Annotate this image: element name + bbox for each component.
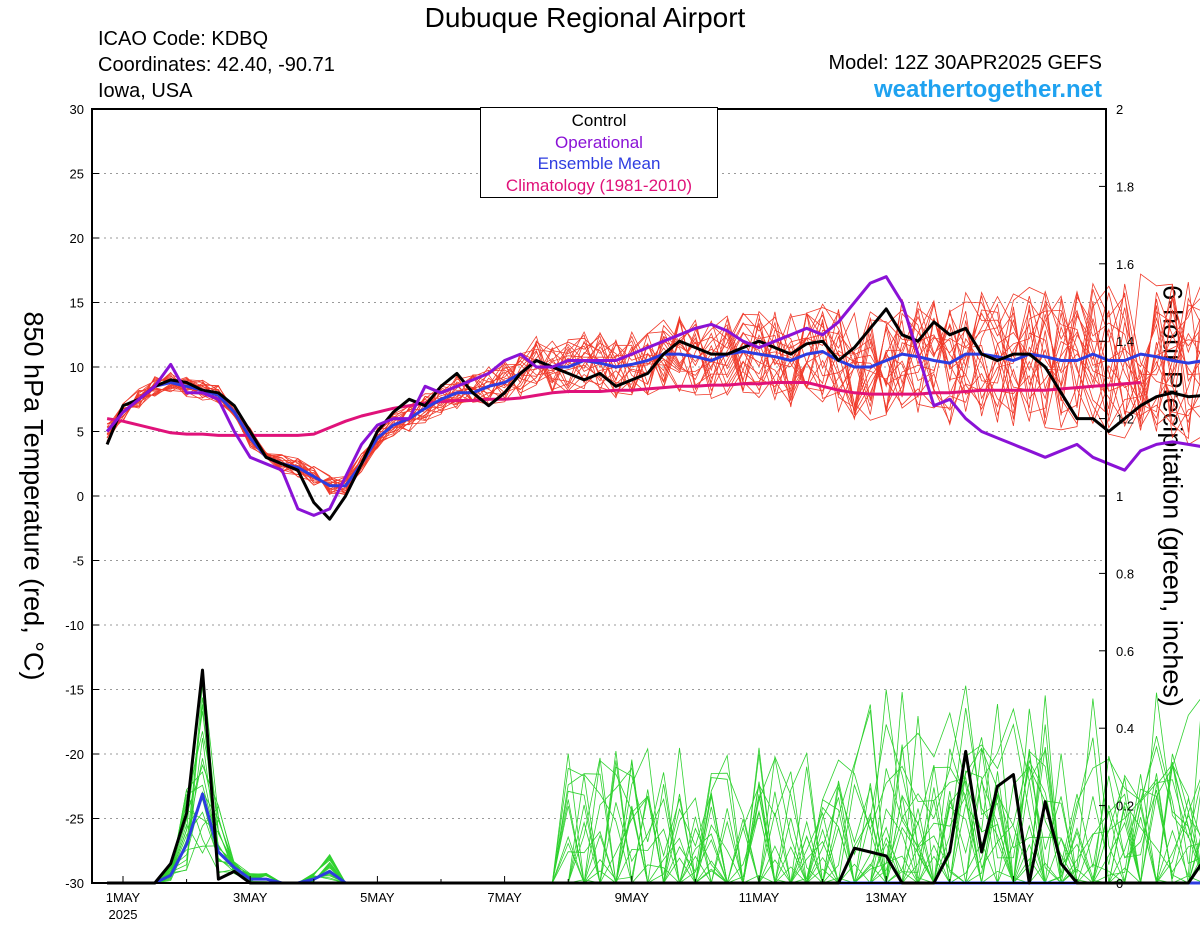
y-right-tick-label: 2 xyxy=(1116,102,1123,117)
y-left-tick-label: -20 xyxy=(65,747,84,762)
y-left-tick-label: -25 xyxy=(65,812,84,827)
legend-entry: Ensemble Mean xyxy=(537,154,661,173)
x-tick-label: 9MAY xyxy=(615,890,650,905)
precip-member-line xyxy=(107,689,1200,884)
temp-member-line xyxy=(106,301,1200,494)
y-left-tick-label: -10 xyxy=(65,618,84,633)
y-left-tick-label: 30 xyxy=(70,102,84,117)
site-link[interactable]: weathertogether.net xyxy=(873,76,1102,103)
temp-member-line xyxy=(106,289,1200,485)
y-left-tick-label: 20 xyxy=(70,231,84,246)
y-right-tick-label: 1.6 xyxy=(1116,257,1134,272)
y-left-tick-label: 25 xyxy=(70,167,84,182)
y-right-tick-label: 0.2 xyxy=(1116,799,1134,814)
y-left-tick-label: -15 xyxy=(65,683,84,698)
legend-entry: Operational xyxy=(555,132,643,152)
y-left-tick-label: 5 xyxy=(77,425,84,440)
y-right-tick-label: 1.4 xyxy=(1116,334,1134,349)
y-right-tick-label: 1.2 xyxy=(1116,412,1134,427)
y-left-tick-label: 15 xyxy=(70,296,84,311)
coordinates: Coordinates: 42.40, -90.71 xyxy=(98,54,335,76)
x-tick-label: 5MAY xyxy=(360,890,395,905)
legend: Control Operational Ensemble Mean Climatolo… xyxy=(480,107,718,198)
x-tick-label: 3MAY xyxy=(233,890,268,905)
chart-title: Dubuque Regional Airport xyxy=(424,2,746,33)
precip-member-line xyxy=(107,709,1200,885)
legend-entry: Control xyxy=(571,111,627,130)
station-info: ICAO Code: KDBQ Coordinates: 42.40, -90.… xyxy=(98,26,335,104)
x-tick-label: 15MAY xyxy=(993,890,1035,905)
x-tick-label: 11MAY xyxy=(739,890,780,905)
temp-member-line xyxy=(106,298,1200,491)
precip-control-line xyxy=(107,668,1200,885)
icao-code: ICAO Code: KDBQ xyxy=(98,28,269,50)
y-right-tick-label: 0.6 xyxy=(1116,644,1134,659)
y-left-tick-label: -30 xyxy=(65,876,84,891)
y-left-tick-label: 10 xyxy=(70,360,84,375)
x-tick-label: 1MAY xyxy=(106,890,141,905)
x-tick-label: 13MAY xyxy=(865,890,907,905)
y-right-tick-label: 1 xyxy=(1116,489,1123,504)
y-left-tick-label: -5 xyxy=(72,554,84,569)
x-year-label: 2025 xyxy=(109,907,138,922)
location: Iowa, USA xyxy=(98,80,193,102)
temp-member-line xyxy=(107,286,1200,493)
temp-control-line xyxy=(105,307,1200,521)
legend-entry: Climatology (1981-2010) xyxy=(505,175,693,195)
y-right-tick-label: 0.8 xyxy=(1116,566,1134,581)
operational-line xyxy=(105,275,1200,517)
model-run: Model: 12Z 30APR2025 GEFS xyxy=(828,52,1102,74)
temp-member-line xyxy=(106,285,1200,489)
climatology-line xyxy=(106,381,1141,437)
y-right-tick-label: 1.8 xyxy=(1116,179,1134,194)
temp-member-line xyxy=(106,302,1200,496)
y-right-tick-label: 0.4 xyxy=(1116,721,1134,736)
temp-member-line xyxy=(106,292,1200,484)
x-tick-label: 7MAY xyxy=(487,890,522,905)
y-right-tick-label: 0 xyxy=(1116,876,1123,891)
y-left-tick-label: 0 xyxy=(77,489,84,504)
